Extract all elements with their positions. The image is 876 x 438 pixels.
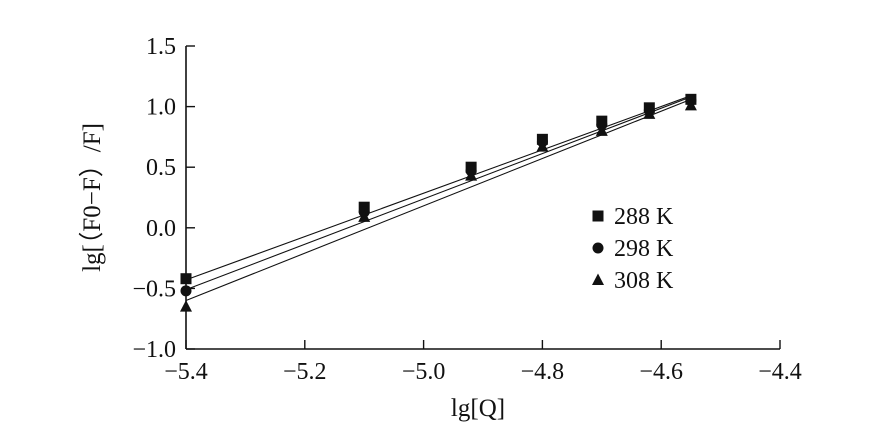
y-tick-label: −1.0: [132, 337, 176, 363]
x-tick-label: −4.8: [521, 359, 565, 385]
data-point: [358, 210, 371, 222]
x-tick-label: −5.0: [402, 359, 446, 385]
data-point: [595, 124, 608, 136]
data-point: [536, 140, 549, 152]
x-tick-label: −5.2: [283, 359, 327, 385]
y-tick-label: 1.0: [146, 95, 176, 121]
legend-marker: [592, 242, 604, 254]
data-point: [180, 300, 192, 312]
x-tick-label: −4.4: [758, 359, 802, 385]
data-point: [643, 107, 656, 119]
data-point: [684, 98, 697, 111]
legend-label: 298 K: [614, 236, 674, 262]
legend-marker: [592, 273, 604, 285]
y-tick-label: 1.5: [146, 34, 176, 60]
y-axis-title: lg[（F0−F）/F]: [78, 123, 106, 272]
x-tick-label: −4.6: [639, 359, 683, 385]
data-points: [180, 93, 697, 312]
axes: [185, 46, 780, 350]
data-point: [180, 285, 192, 297]
tick-group: −1.0 −0.5 0.0 0.5 1.0 1.5 −5.4 −5.2 −5.0 −4.8 −4.6…: [132, 34, 801, 385]
legend-label: 288 K: [614, 204, 674, 230]
data-point: [180, 273, 192, 285]
y-tick-label: 0.5: [146, 155, 176, 181]
axis-titles: lg[Q] lg[（F0−F）/F]: [78, 123, 505, 422]
fit-line: [185, 96, 692, 291]
y-tick-label: −0.5: [132, 276, 176, 302]
fit-line: [185, 98, 692, 302]
legend-label: 308 K: [614, 268, 674, 294]
legend: 288 K 298 K 308 K: [592, 204, 674, 294]
legend-marker: [592, 210, 604, 222]
x-tick-label: −5.4: [164, 359, 208, 385]
x-axis-title: lg[Q]: [451, 395, 505, 422]
y-tick-label: 0.0: [146, 216, 176, 242]
data-point: [465, 169, 478, 181]
